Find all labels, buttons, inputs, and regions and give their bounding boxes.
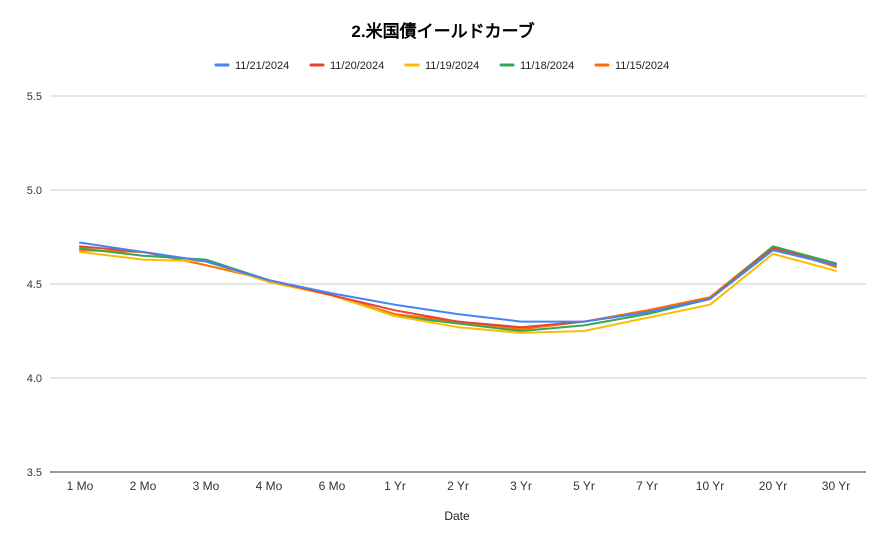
x-tick-label: 1 Yr (384, 479, 406, 493)
y-tick-label: 5.0 (27, 185, 42, 197)
grid-lines (50, 95, 866, 473)
x-tick-label: 3 Mo (193, 479, 220, 493)
x-axis-label: Date (444, 509, 470, 523)
y-tick-label: 3.5 (27, 467, 42, 479)
x-tick-label: 3 Yr (510, 479, 532, 493)
x-tick-label: 6 Mo (319, 479, 346, 493)
series-lines (79, 241, 837, 334)
legend-item: 11/19/2024 (404, 60, 479, 72)
series-line (79, 241, 837, 323)
x-tick-label: 30 Yr (822, 479, 850, 493)
legend-label: 11/18/2024 (520, 60, 574, 72)
y-tick-label: 4.0 (27, 373, 42, 385)
x-tick-label: 1 Mo (67, 479, 94, 493)
legend-label: 11/21/2024 (235, 60, 289, 72)
legend-label: 11/19/2024 (425, 60, 479, 72)
y-axis-ticks: 5.5 5.0 4.5 4.0 3.5 (27, 91, 42, 479)
x-tick-label: 20 Yr (759, 479, 787, 493)
x-tick-label: 2 Yr (447, 479, 469, 493)
x-tick-label: 10 Yr (696, 479, 724, 493)
legend-label: 11/20/2024 (330, 60, 384, 72)
legend-item: 11/21/2024 (214, 60, 289, 72)
chart-title: 2.米国債イールドカーブ (351, 21, 534, 41)
y-tick-label: 5.5 (27, 91, 42, 103)
y-tick-label: 4.5 (27, 279, 42, 291)
legend-label: 11/15/2024 (615, 60, 669, 72)
x-tick-label: 2 Mo (130, 479, 157, 493)
x-axis-ticks: 1 Mo 2 Mo 3 Mo 4 Mo 6 Mo 1 Yr 2 Yr 3 Yr 5 Yr 7 Yr… (67, 479, 851, 493)
legend-item: 11/20/2024 (309, 60, 384, 72)
x-tick-label: 7 Yr (636, 479, 658, 493)
legend: 11/21/2024 11/20/2024 11/19/2024 11/18/2024… (214, 60, 669, 72)
x-tick-label: 5 Yr (573, 479, 595, 493)
legend-item: 11/15/2024 (594, 60, 669, 72)
x-tick-label: 4 Mo (256, 479, 283, 493)
legend-item: 11/18/2024 (499, 60, 574, 72)
